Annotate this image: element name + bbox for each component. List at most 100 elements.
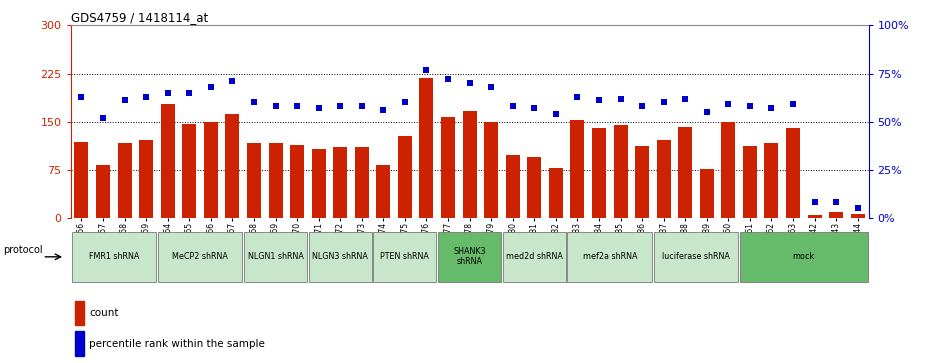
Point [289, 103, 304, 109]
Bar [743, 146, 757, 218]
Bar [635, 146, 649, 218]
Text: protocol: protocol [4, 245, 43, 255]
Text: PTEN shRNA: PTEN shRNA [381, 252, 430, 261]
Point [483, 84, 498, 90]
Point [95, 115, 110, 121]
Point [721, 101, 736, 107]
Bar [290, 145, 304, 218]
Text: FMR1 shRNA: FMR1 shRNA [89, 252, 139, 261]
Bar [312, 148, 326, 218]
Point [73, 94, 89, 99]
Bar [247, 143, 261, 218]
Text: MeCP2 shRNA: MeCP2 shRNA [172, 252, 228, 261]
Point [117, 98, 132, 103]
Point [527, 105, 542, 111]
Bar [441, 117, 455, 218]
Bar [807, 215, 821, 218]
Bar [203, 122, 218, 218]
Point [699, 109, 714, 115]
Point [268, 103, 283, 109]
Bar [74, 301, 84, 325]
Point [462, 80, 477, 86]
Bar [398, 136, 412, 218]
Text: med2d shRNA: med2d shRNA [506, 252, 562, 261]
Text: luciferase shRNA: luciferase shRNA [662, 252, 730, 261]
Point [829, 200, 844, 205]
Bar [161, 104, 174, 218]
FancyBboxPatch shape [654, 232, 739, 282]
Bar [268, 143, 283, 218]
Point [247, 99, 262, 105]
Bar [74, 331, 84, 356]
Point [570, 94, 585, 99]
Point [592, 98, 607, 103]
FancyBboxPatch shape [157, 232, 242, 282]
Point [333, 103, 348, 109]
Point [398, 99, 413, 105]
Point [505, 103, 520, 109]
FancyBboxPatch shape [309, 232, 372, 282]
Bar [463, 111, 477, 218]
Text: count: count [89, 308, 119, 318]
Bar [182, 123, 196, 218]
Text: NLGN3 shRNA: NLGN3 shRNA [312, 252, 368, 261]
FancyBboxPatch shape [503, 232, 566, 282]
FancyBboxPatch shape [72, 232, 156, 282]
Bar [722, 122, 736, 218]
Bar [506, 155, 520, 218]
Bar [700, 169, 714, 218]
Point [807, 200, 822, 205]
Bar [74, 142, 89, 218]
Bar [484, 122, 498, 218]
Bar [592, 128, 606, 218]
Point [441, 76, 456, 82]
FancyBboxPatch shape [244, 232, 307, 282]
Point [851, 205, 866, 211]
Text: GDS4759 / 1418114_at: GDS4759 / 1418114_at [71, 11, 208, 24]
Bar [355, 147, 368, 218]
Point [203, 84, 219, 90]
Bar [678, 127, 692, 218]
Text: mef2a shRNA: mef2a shRNA [582, 252, 637, 261]
Bar [419, 78, 433, 218]
Point [354, 103, 369, 109]
Point [376, 107, 391, 113]
Bar [376, 165, 390, 218]
Point [742, 103, 757, 109]
Point [160, 90, 175, 95]
Point [225, 78, 240, 84]
Point [311, 105, 326, 111]
FancyBboxPatch shape [438, 232, 501, 282]
Bar [528, 157, 542, 218]
Text: NLGN1 shRNA: NLGN1 shRNA [248, 252, 303, 261]
FancyBboxPatch shape [567, 232, 652, 282]
Point [182, 90, 197, 95]
Point [613, 95, 628, 101]
Bar [118, 143, 132, 218]
Text: percentile rank within the sample: percentile rank within the sample [89, 339, 265, 349]
Point [677, 95, 692, 101]
Bar [571, 120, 584, 218]
Text: SHANK3
shRNA: SHANK3 shRNA [453, 248, 486, 266]
Point [764, 105, 779, 111]
FancyBboxPatch shape [740, 232, 868, 282]
Point [419, 67, 434, 73]
FancyBboxPatch shape [373, 232, 436, 282]
Bar [225, 114, 239, 218]
Bar [657, 139, 671, 218]
Point [138, 94, 154, 99]
Point [786, 101, 801, 107]
Bar [765, 143, 778, 218]
Point [548, 111, 563, 117]
Bar [786, 128, 800, 218]
Bar [829, 212, 843, 218]
Bar [96, 165, 110, 218]
Bar [851, 214, 865, 218]
Point [635, 103, 650, 109]
Point [657, 99, 672, 105]
Bar [333, 147, 348, 218]
Text: mock: mock [793, 252, 815, 261]
Bar [549, 168, 563, 218]
Bar [139, 139, 154, 218]
Bar [613, 125, 627, 218]
